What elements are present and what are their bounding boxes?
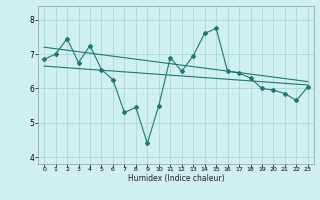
X-axis label: Humidex (Indice chaleur): Humidex (Indice chaleur): [128, 174, 224, 183]
